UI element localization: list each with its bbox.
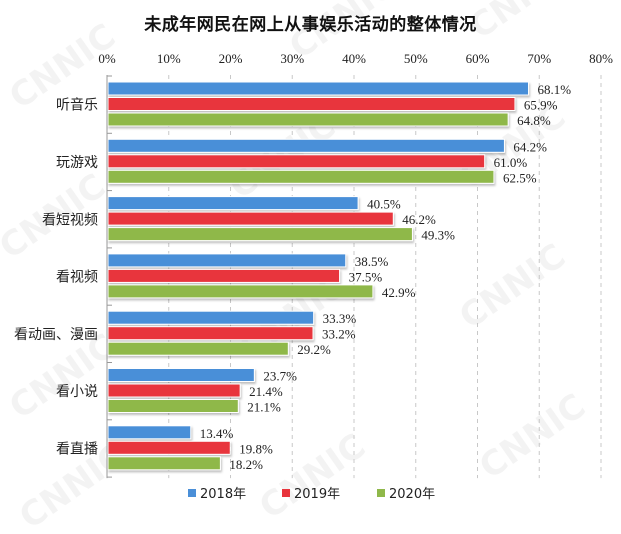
bar-2018年-看直播 (107, 425, 192, 440)
value-label: 46.2% (402, 212, 436, 227)
value-label: 65.9% (524, 98, 558, 113)
bar-2019年-看直播 (107, 440, 231, 455)
watermark-text: CNNIC (452, 236, 573, 337)
bar-2020年-看小说 (107, 399, 239, 413)
x-tick-label: 0% (98, 51, 116, 66)
category-label: 看短视频 (42, 212, 98, 228)
category-label: 玩游戏 (56, 155, 98, 171)
category-label: 看直播 (56, 440, 98, 457)
value-label: 19.8% (239, 441, 273, 456)
bars (107, 81, 530, 471)
value-label: 29.2% (297, 342, 331, 357)
bar-2019年-看动画、漫画 (107, 326, 314, 341)
value-label: 61.0% (494, 155, 528, 170)
value-label: 64.8% (517, 113, 551, 128)
watermark-text: CNNIC (472, 386, 593, 487)
value-label: 68.1% (538, 82, 572, 97)
value-label: 23.7% (263, 369, 297, 384)
x-tick-label: 40% (342, 51, 366, 66)
value-label: 37.5% (349, 269, 383, 284)
bar-2018年-看短视频 (107, 196, 359, 211)
x-axis-ticks: 0% 10% 20% 30% 40% 50% 60% 70% 80% (98, 51, 613, 66)
x-tick-label: 70% (527, 51, 551, 66)
bar-2018年-看动画、漫画 (107, 310, 315, 325)
value-label: 40.5% (367, 197, 401, 212)
x-tick-label: 50% (404, 51, 428, 66)
legend-label: 2019年 (294, 487, 340, 502)
bar-2020年-看动画、漫画 (107, 341, 289, 356)
x-tick-label: 30% (280, 51, 304, 66)
bar-2018年-玩游戏 (107, 138, 505, 153)
value-label: 13.4% (200, 426, 234, 441)
legend-label: 2020年 (389, 487, 435, 502)
bar-2018年-看视频 (107, 253, 347, 268)
value-label: 21.1% (247, 400, 281, 415)
chart-title: 未成年网民在网上从事娱乐活动的整体情况 (144, 15, 477, 35)
bar-2020年-看视频 (107, 284, 374, 299)
value-label: 33.2% (322, 327, 356, 342)
bar-2019年-看视频 (107, 268, 341, 283)
bar-2018年-听音乐 (107, 81, 530, 96)
bar-2019年-看小说 (107, 383, 241, 398)
x-tick-label: 60% (466, 51, 490, 66)
bar-2020年-看直播 (107, 456, 221, 471)
watermark-text: CNNIC (462, 0, 583, 47)
category-label: 看小说 (56, 384, 98, 400)
x-tick-label: 80% (589, 51, 613, 66)
bar-2020年-看短视频 (107, 227, 413, 242)
legend-swatch (188, 489, 196, 497)
legend: 2018年 2019年 2020年 (188, 487, 435, 502)
value-label: 18.2% (229, 457, 263, 472)
value-label: 42.9% (382, 285, 416, 300)
value-label: 21.4% (249, 384, 283, 399)
category-label: 看视频 (56, 270, 98, 286)
value-label: 49.3% (421, 228, 455, 243)
bar-2019年-玩游戏 (107, 154, 486, 169)
legend-swatch (282, 489, 290, 497)
bar-2020年-玩游戏 (107, 169, 495, 184)
bar-2019年-听音乐 (107, 97, 516, 111)
value-label: 64.2% (513, 139, 547, 154)
category-label: 听音乐 (56, 97, 98, 114)
value-label: 38.5% (355, 254, 389, 269)
legend-label: 2018年 (200, 487, 246, 502)
category-label: 看动画、漫画 (14, 327, 98, 343)
bar-2018年-看小说 (107, 368, 255, 382)
value-label: 33.3% (323, 311, 357, 326)
bar-2020年-听音乐 (107, 112, 509, 127)
bar-2019年-看短视频 (107, 211, 394, 226)
value-label: 62.5% (503, 170, 537, 185)
x-tick-label: 10% (157, 51, 181, 66)
legend-swatch (377, 489, 385, 497)
x-tick-label: 20% (219, 51, 243, 66)
value-labels: 68.1%65.9%64.8% 64.2%61.0%62.5% 40.5%46.2%… (200, 82, 572, 472)
